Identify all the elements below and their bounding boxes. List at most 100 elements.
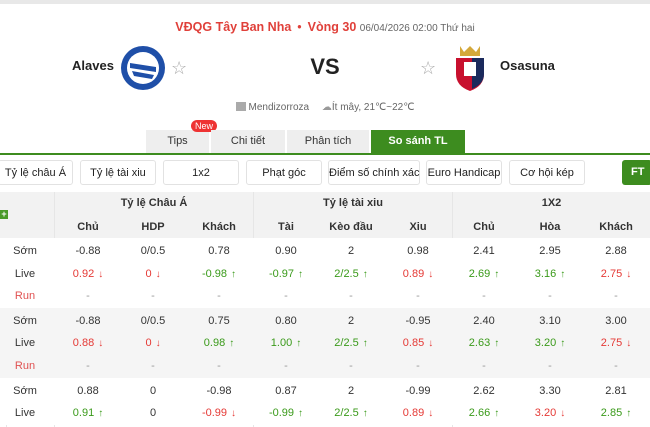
odds-value: - xyxy=(482,360,486,372)
row-label: Live xyxy=(14,407,36,420)
odds-value: 2 xyxy=(347,384,355,397)
filter-asian-handicap[interactable]: Tỷ lệ châu Á xyxy=(0,160,73,185)
tab-label: Phân tích xyxy=(304,135,352,147)
odds-value: 2.85 xyxy=(600,407,623,420)
match-datetime: 06/04/2026 02:00 Thứ hai xyxy=(359,23,475,34)
arrow-down-icon: ↓ xyxy=(231,408,237,420)
main-tabs: Tips New Chi tiết Phân tích So sánh TL xyxy=(146,120,467,153)
vs-label: VS xyxy=(310,54,340,79)
odds-value: 0/0.5 xyxy=(140,245,166,257)
odds-cell: 2 xyxy=(321,310,381,332)
odds-value: -0.88 xyxy=(75,314,101,327)
odds-value: 0 xyxy=(145,337,152,350)
filter-double-chance[interactable]: Cơ hội kép xyxy=(509,160,585,185)
arrow-down-icon: ↓ xyxy=(428,408,434,420)
odds-value: - xyxy=(86,360,90,372)
tab-so-sanh-tl[interactable]: So sánh TL xyxy=(371,130,465,153)
odds-value: 0.90 xyxy=(275,245,297,257)
league-link[interactable]: VĐQG Tây Ban Nha xyxy=(175,20,292,34)
odds-cell: 2.66 ↑ xyxy=(454,402,514,425)
top-border xyxy=(0,0,650,4)
arrow-down-icon: ↓ xyxy=(98,338,104,350)
filter-over-under[interactable]: Tỷ lệ tài xiu xyxy=(80,160,156,185)
odds-value: -0.98 xyxy=(201,267,228,280)
table-row: Run - - - - - - - - - xyxy=(0,355,650,377)
odds-value: 1.00 xyxy=(270,337,293,350)
odds-value: -0.97 xyxy=(268,267,295,280)
arrow-up-icon: ↑ xyxy=(298,408,304,420)
odds-cell: - xyxy=(189,285,249,307)
odds-cell: 3.00 xyxy=(586,310,646,332)
home-favorite-star-icon[interactable]: ☆ xyxy=(171,58,188,78)
away-favorite-star-icon[interactable]: ☆ xyxy=(420,58,437,78)
expand-plus-icon[interactable]: + xyxy=(0,209,8,219)
odds-cell: - xyxy=(586,355,646,377)
odds-cell: - xyxy=(321,285,381,307)
odds-value: -0.99 xyxy=(201,407,228,420)
arrow-up-icon: ↑ xyxy=(362,338,368,350)
row-label: Live xyxy=(14,337,36,350)
new-badge: New xyxy=(190,120,217,132)
odds-value: 3.00 xyxy=(605,314,627,327)
filter-1x2[interactable]: 1x2 xyxy=(163,160,239,185)
arrow-up-icon: ↑ xyxy=(362,408,368,420)
odds-value: 0.88 xyxy=(77,384,99,397)
arrow-up-icon: ↑ xyxy=(560,338,566,350)
odds-cell: 2/2.5 ↑ xyxy=(321,402,381,425)
ft-button[interactable]: FT xyxy=(622,160,650,185)
weather-text: Ít mây, 21℃~22℃ xyxy=(331,102,415,113)
odds-value: 2.41 xyxy=(473,245,495,257)
tab-chi-tiet[interactable]: Chi tiết xyxy=(211,130,285,153)
odds-cell: 2.75 ↓ xyxy=(586,332,646,355)
column-header: Khách xyxy=(599,221,633,233)
arrow-up-icon: ↑ xyxy=(98,408,104,420)
tab-tips[interactable]: Tips New xyxy=(146,120,217,153)
odds-cell: 2.75 ↓ xyxy=(586,263,646,286)
column-header: Xiu xyxy=(409,221,427,233)
arrow-down-icon: ↓ xyxy=(155,268,161,280)
odds-cell: -0.97 ↑ xyxy=(256,263,316,286)
odds-value: 2.69 xyxy=(468,267,491,280)
odds-value: 2 xyxy=(347,314,355,327)
tab-phan-tich[interactable]: Phân tích xyxy=(287,130,369,153)
filter-correct-score[interactable]: Điểm số chính xác xyxy=(328,160,420,185)
odds-cell: -0.88 xyxy=(58,310,118,332)
odds-value: 0.87 xyxy=(275,384,297,397)
odds-value: - xyxy=(151,360,155,372)
column-header: Chủ xyxy=(473,221,495,233)
home-team-name[interactable]: Alaves xyxy=(72,58,114,73)
away-team-name[interactable]: Osasuna xyxy=(500,58,555,73)
home-team-logo[interactable] xyxy=(120,45,166,91)
odds-value: - xyxy=(614,290,618,303)
odds-cell: 2/2.5 ↑ xyxy=(321,263,381,286)
odds-cell: 0.98 xyxy=(388,240,448,262)
column-header: HDP xyxy=(141,221,165,233)
arrow-down-icon: ↓ xyxy=(428,338,434,350)
odds-cell: - xyxy=(321,355,381,377)
round: Vòng 30 xyxy=(307,20,357,34)
table-row: Live 0.92 ↓ 0 ↓ -0.98 ↑ -0.97 ↑ 2/2.5 ↑ 0.89 ↓ 2.69 ↑ 3… xyxy=(0,263,650,285)
filter-corners[interactable]: Phạt góc xyxy=(246,160,322,185)
odds-cell: 0.89 ↓ xyxy=(388,402,448,425)
odds-value: 0/0.5 xyxy=(140,314,166,327)
group-header-asian: Tỷ lệ Châu Á xyxy=(120,197,188,209)
odds-cell: 3.20 ↑ xyxy=(520,332,580,355)
arrow-down-icon: ↓ xyxy=(155,338,161,350)
odds-cell: 0.92 ↓ xyxy=(58,263,118,286)
table-row: Sớm 0.88 0 -0.98 0.87 2 -0.99 2.62 3.30 2.81 xyxy=(0,380,650,402)
filter-euro-handicap[interactable]: Euro Handicap xyxy=(426,160,502,185)
odds-value: 2.40 xyxy=(473,314,495,327)
away-team-logo[interactable] xyxy=(452,44,488,92)
odds-value: 2.63 xyxy=(468,337,491,350)
odds-cell: 0 ↓ xyxy=(123,332,183,355)
arrow-down-icon: ↓ xyxy=(428,268,434,280)
odds-value: 0.78 xyxy=(208,245,230,257)
odds-cell: - xyxy=(256,285,316,307)
arrow-up-icon: ↑ xyxy=(231,268,237,280)
odds-cell: - xyxy=(58,285,118,307)
table-row: Sớm -0.88 0/0.5 0.78 0.90 2 0.98 2.41 2.95 2.88 xyxy=(0,240,650,262)
column-header: Chủ xyxy=(77,221,99,233)
odds-value: 0 xyxy=(149,407,157,420)
odds-cell: 0.75 xyxy=(189,310,249,332)
odds-cell: - xyxy=(388,285,448,307)
